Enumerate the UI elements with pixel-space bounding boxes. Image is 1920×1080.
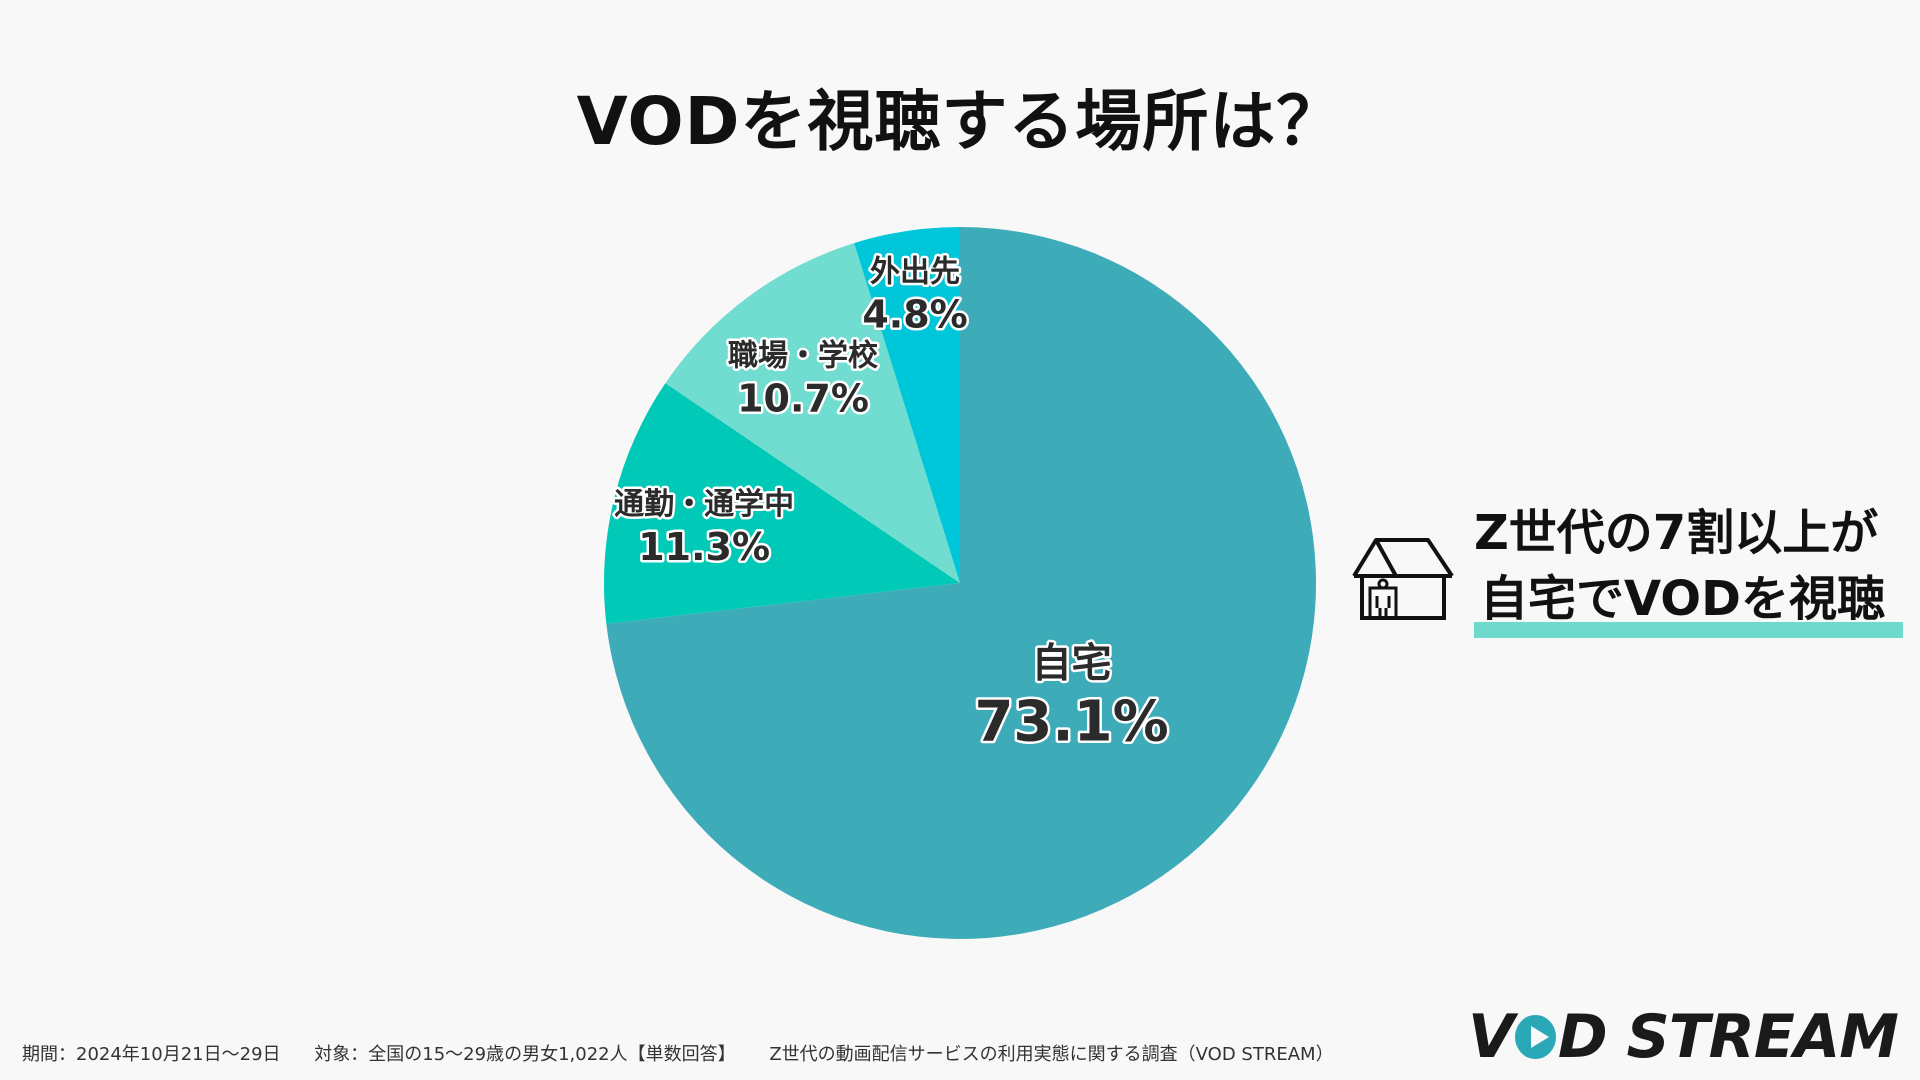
- pie-slice: [606, 227, 1316, 940]
- vod-stream-logo: V D STREAM: [1468, 1002, 1899, 1072]
- slice-value-label: 73.1%: [974, 689, 1168, 754]
- play-icon: [1515, 1015, 1556, 1059]
- slice-label: 通勤・通学中: [614, 487, 794, 522]
- slice-label: 外出先: [870, 254, 960, 289]
- chart-title: VODを視聴する場所は？: [576, 83, 1344, 160]
- pie-slice: [854, 227, 960, 583]
- pie-slice: [603, 383, 960, 624]
- survey-source: Z世代の動画配信サービスの利用実態に関する調査（VOD STREAM）: [769, 1044, 1334, 1065]
- slice-value-label: 10.7%: [737, 376, 869, 420]
- survey-note: 期間：2024年10月21日〜29日 対象：全国の15〜29歳の男女1,022人…: [22, 1040, 1362, 1066]
- slice-label: 自宅: [1032, 640, 1112, 686]
- logo-text-left: V: [1468, 1002, 1514, 1072]
- house-person-icon: [1352, 538, 1454, 620]
- slice-label: 職場・学校: [728, 338, 878, 373]
- pie-slice: [665, 243, 960, 583]
- survey-period: 期間：2024年10月21日〜29日: [22, 1044, 281, 1065]
- survey-target: 対象：全国の15〜29歳の男女1,022人【単数回答】: [314, 1044, 736, 1065]
- slice-value-label: 4.8%: [862, 292, 967, 336]
- callout-line2: 自宅でVODを視聴: [1480, 571, 1885, 627]
- logo-text-right: D STREAM: [1557, 1002, 1899, 1072]
- callout: Z世代の7割以上が 自宅でVODを視聴: [1350, 500, 1910, 650]
- callout-line2-highlight: 自宅でVODを視聴: [1474, 566, 1903, 638]
- slice-value-label: 11.3%: [638, 525, 770, 569]
- callout-line1: Z世代の7割以上が: [1474, 505, 1879, 561]
